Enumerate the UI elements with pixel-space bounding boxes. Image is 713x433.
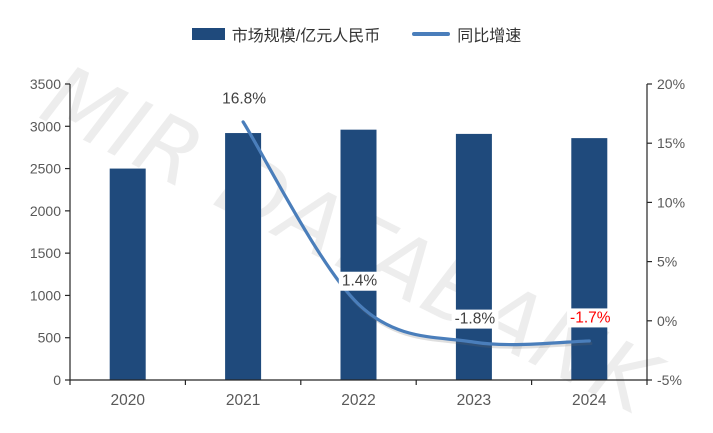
svg-text:2000: 2000 [30, 203, 61, 219]
svg-text:10%: 10% [657, 194, 685, 210]
svg-text:-1.7%: -1.7% [570, 309, 611, 326]
svg-text:2024: 2024 [572, 392, 607, 409]
bar-swatch-icon [191, 28, 225, 40]
svg-text:20%: 20% [657, 76, 685, 92]
svg-text:2020: 2020 [110, 392, 145, 409]
svg-text:15%: 15% [657, 135, 685, 151]
svg-text:1.4%: 1.4% [342, 273, 378, 290]
svg-text:1500: 1500 [30, 245, 61, 261]
svg-text:2022: 2022 [341, 392, 375, 409]
svg-text:3500: 3500 [30, 76, 61, 92]
svg-text:2023: 2023 [457, 392, 491, 409]
svg-text:5%: 5% [657, 254, 677, 270]
svg-text:1000: 1000 [30, 287, 61, 303]
svg-text:2021: 2021 [226, 392, 260, 409]
svg-text:3000: 3000 [30, 118, 61, 134]
svg-text:-5%: -5% [657, 372, 682, 388]
legend: 市场规模/亿元人民币 同比增速 [0, 22, 713, 46]
svg-text:0: 0 [53, 372, 61, 388]
legend-item-market-size: 市场规模/亿元人民币 [191, 22, 381, 46]
svg-text:0%: 0% [657, 313, 677, 329]
line-swatch-icon [412, 32, 451, 36]
svg-text:16.8%: 16.8% [222, 90, 266, 107]
svg-text:-1.8%: -1.8% [455, 311, 496, 328]
svg-text:500: 500 [38, 330, 62, 346]
svg-text:2500: 2500 [30, 161, 61, 177]
legend-label-market-size: 市场规模/亿元人民币 [231, 28, 381, 45]
legend-label-growth-rate: 同比增速 [457, 28, 522, 45]
legend-item-growth-rate: 同比增速 [412, 22, 521, 46]
